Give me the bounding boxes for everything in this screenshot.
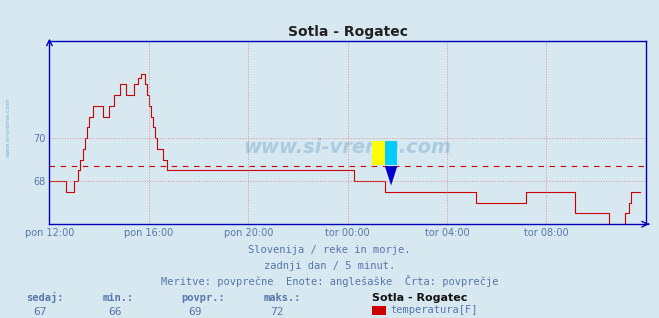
Text: 67: 67 xyxy=(33,308,46,317)
Text: Meritve: povprečne  Enote: anglešaške  Črta: povprečje: Meritve: povprečne Enote: anglešaške Črt… xyxy=(161,275,498,287)
Text: www.si-vreme.com: www.si-vreme.com xyxy=(243,138,452,157)
Text: Slovenija / reke in morje.: Slovenija / reke in morje. xyxy=(248,245,411,255)
Text: sedaj:: sedaj: xyxy=(26,292,64,302)
Text: 66: 66 xyxy=(109,308,122,317)
Title: Sotla - Rogatec: Sotla - Rogatec xyxy=(287,25,408,39)
Text: 72: 72 xyxy=(270,308,283,317)
Text: 69: 69 xyxy=(188,308,201,317)
Text: zadnji dan / 5 minut.: zadnji dan / 5 minut. xyxy=(264,261,395,271)
Text: min.:: min.: xyxy=(102,293,133,302)
Bar xyxy=(372,142,385,165)
Bar xyxy=(385,142,397,165)
Text: maks.:: maks.: xyxy=(264,293,301,302)
Text: povpr.:: povpr.: xyxy=(181,293,225,302)
Text: Sotla - Rogatec: Sotla - Rogatec xyxy=(372,293,468,302)
Text: temperatura[F]: temperatura[F] xyxy=(390,305,478,315)
Text: www.si-vreme.com: www.si-vreme.com xyxy=(5,97,11,157)
Polygon shape xyxy=(385,166,397,185)
